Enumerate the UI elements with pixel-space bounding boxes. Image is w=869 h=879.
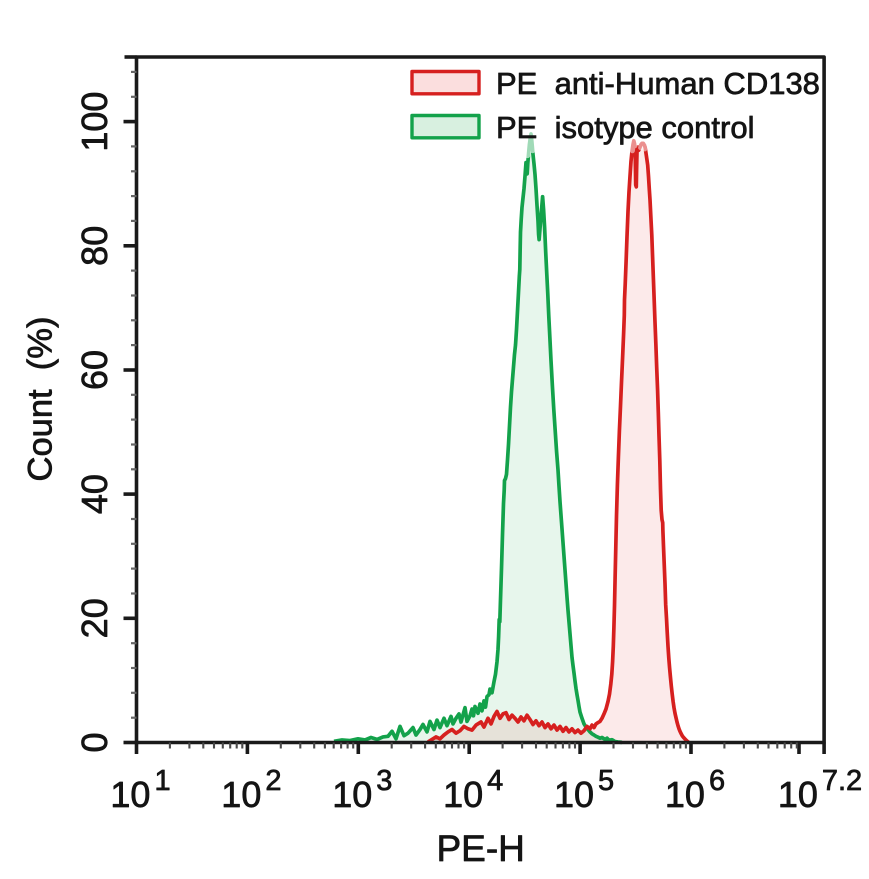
svg-text:80: 80 (74, 226, 115, 266)
svg-text:20: 20 (74, 598, 115, 638)
svg-text:60: 60 (74, 350, 115, 390)
svg-text:PE isotype control: PE isotype control (496, 110, 754, 145)
svg-text:Count (%): Count (%) (22, 317, 60, 482)
svg-text:100: 100 (74, 92, 115, 152)
svg-text:40: 40 (74, 474, 115, 514)
svg-text:104: 10 4 (443, 765, 503, 815)
svg-text:105: 10 5 (554, 765, 614, 815)
svg-text:PE anti-Human CD138: PE anti-Human CD138 (496, 66, 820, 101)
svg-text:PE-H: PE-H (436, 828, 524, 869)
svg-text:0: 0 (74, 732, 115, 752)
